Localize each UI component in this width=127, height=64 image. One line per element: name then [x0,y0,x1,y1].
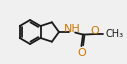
Text: O: O [78,48,86,58]
Text: CH₃: CH₃ [105,29,124,39]
Text: NH: NH [64,24,81,34]
Text: O: O [90,26,99,36]
